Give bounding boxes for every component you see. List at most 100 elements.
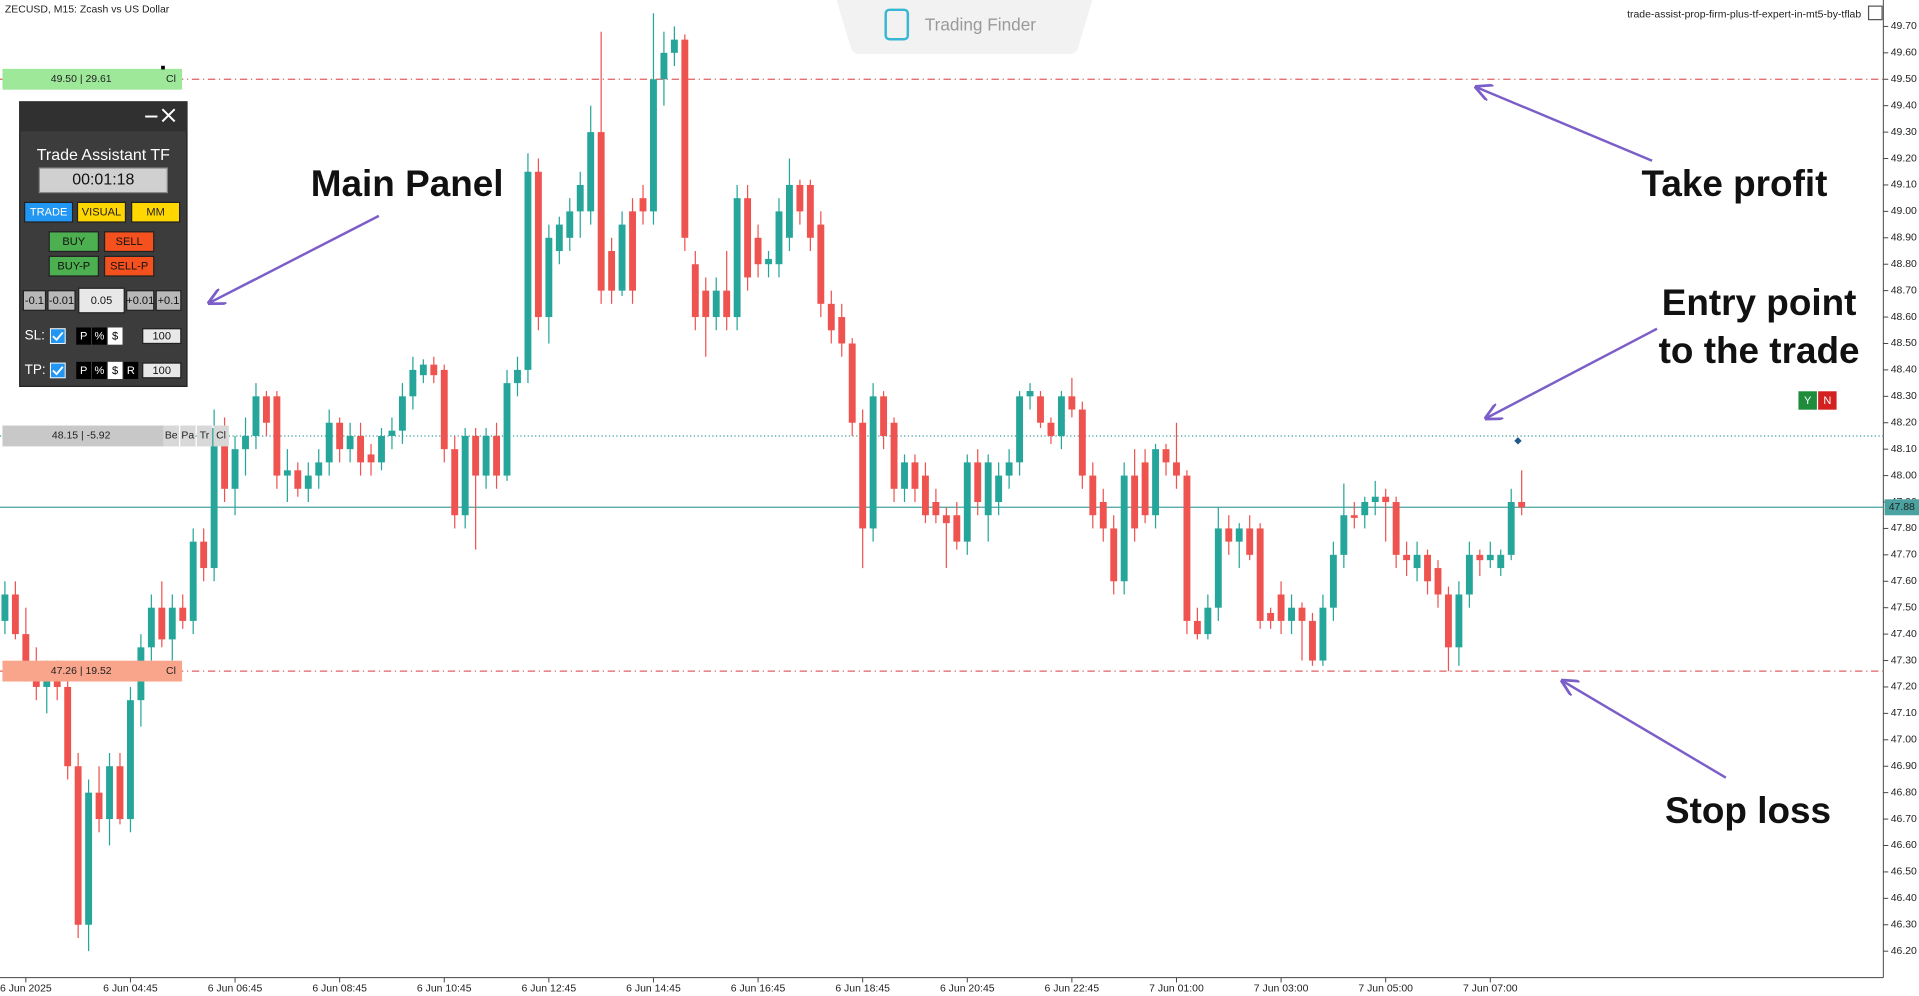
lot-step-button[interactable] bbox=[22, 290, 47, 311]
order-button[interactable] bbox=[48, 231, 100, 253]
order-button[interactable] bbox=[48, 255, 100, 277]
x-tick-label: 6 Jun 16:45 bbox=[731, 983, 786, 994]
candle-body bbox=[1350, 515, 1358, 518]
candle-body bbox=[806, 184, 814, 238]
order-button[interactable] bbox=[103, 231, 155, 253]
candle-body bbox=[1288, 607, 1295, 621]
entry-button[interactable] bbox=[213, 425, 229, 447]
candle-body bbox=[1047, 422, 1055, 436]
candle-body bbox=[963, 462, 971, 542]
unit-button[interactable] bbox=[107, 327, 123, 345]
mode-button[interactable] bbox=[131, 201, 181, 223]
candle-body bbox=[1037, 396, 1044, 423]
lot-input[interactable] bbox=[78, 287, 125, 314]
y-tick-label: 48.50 bbox=[1891, 338, 1917, 349]
y-tick-label: 48.10 bbox=[1891, 444, 1917, 455]
unit-button[interactable] bbox=[107, 361, 123, 380]
entry-button[interactable] bbox=[180, 425, 196, 447]
candle-body bbox=[723, 290, 731, 318]
candle-body bbox=[409, 369, 417, 397]
candle-body bbox=[357, 435, 365, 463]
x-tick-label: 6 Jun 14:45 bbox=[626, 983, 681, 994]
sl-checkbox[interactable] bbox=[49, 328, 66, 344]
candle-body bbox=[11, 594, 19, 635]
candle-body bbox=[252, 396, 260, 436]
candle-body bbox=[1382, 496, 1390, 503]
tp-amount: 100 bbox=[153, 365, 171, 377]
y-tick-label: 48.30 bbox=[1891, 391, 1917, 402]
candle-body bbox=[1183, 475, 1191, 621]
y-tick-label: 49.50 bbox=[1891, 74, 1917, 85]
x-tick-label: 7 Jun 05:00 bbox=[1358, 983, 1413, 994]
y-tick-label: 48.70 bbox=[1891, 285, 1917, 296]
candle-body bbox=[221, 428, 229, 489]
candle-body bbox=[911, 462, 919, 489]
tp-label: TP: bbox=[25, 362, 46, 377]
mode-button[interactable] bbox=[76, 201, 127, 223]
unit-button[interactable] bbox=[92, 327, 107, 345]
checkmark bbox=[52, 331, 64, 342]
unit-button[interactable] bbox=[76, 327, 92, 345]
unit-button[interactable] bbox=[92, 361, 107, 380]
candle-body bbox=[984, 462, 992, 516]
y-tick-label: 47.30 bbox=[1891, 655, 1917, 666]
x-tick-label: 6 Jun 20:45 bbox=[940, 983, 995, 994]
panel-title: Trade Assistant TF bbox=[37, 147, 170, 164]
close-icon[interactable] bbox=[161, 108, 176, 123]
candle-body bbox=[1371, 496, 1379, 503]
candle-body bbox=[618, 224, 626, 291]
order-button[interactable] bbox=[103, 255, 155, 277]
unit-button[interactable] bbox=[123, 361, 139, 380]
candle-body bbox=[1141, 462, 1149, 516]
candle-body bbox=[566, 211, 574, 238]
candle-body bbox=[1110, 528, 1118, 582]
candle-body bbox=[325, 422, 333, 463]
entry-button[interactable] bbox=[163, 425, 179, 447]
order-button-label: SELL bbox=[116, 236, 143, 248]
entry-marker bbox=[1514, 437, 1522, 445]
confirm-button[interactable] bbox=[1818, 391, 1837, 410]
confirm-button[interactable] bbox=[1798, 391, 1817, 410]
y-tick-label: 47.50 bbox=[1891, 602, 1917, 613]
candle-body bbox=[629, 211, 636, 291]
entry-button[interactable] bbox=[196, 425, 213, 447]
candle-body bbox=[1298, 607, 1306, 621]
candle-body bbox=[1445, 594, 1452, 648]
y-tick-label: 46.90 bbox=[1891, 761, 1917, 772]
sl-amount-box[interactable] bbox=[142, 328, 182, 345]
candle-body bbox=[660, 52, 668, 80]
lot-step-label: -0.1 bbox=[25, 295, 44, 307]
candle-body bbox=[74, 766, 82, 925]
unit-label: % bbox=[94, 365, 104, 377]
candle-body bbox=[1214, 528, 1222, 608]
candle-body bbox=[482, 435, 490, 476]
candle-body bbox=[1507, 502, 1515, 555]
y-tick-label: 48.40 bbox=[1891, 365, 1917, 376]
tp-amount-box[interactable] bbox=[142, 362, 182, 379]
tp-checkbox[interactable] bbox=[49, 362, 66, 379]
mode-button[interactable] bbox=[23, 201, 74, 223]
candle-body bbox=[932, 502, 940, 516]
y-tick-label: 46.60 bbox=[1891, 840, 1917, 851]
level-label-box bbox=[2, 660, 183, 682]
window-icon[interactable] bbox=[1867, 5, 1883, 21]
candle-body bbox=[1476, 554, 1484, 561]
y-tick-label: 49.70 bbox=[1891, 21, 1917, 32]
candle-body bbox=[346, 435, 354, 450]
entry-button-label: Tr bbox=[200, 431, 210, 442]
unit-button[interactable] bbox=[76, 361, 92, 380]
x-tick-label: 6 Jun 18:45 bbox=[835, 983, 890, 994]
lot-step-button[interactable] bbox=[47, 290, 76, 311]
lot-step-button[interactable] bbox=[126, 290, 155, 311]
lot-step-button[interactable] bbox=[155, 290, 182, 311]
annotation: to the trade bbox=[1659, 330, 1860, 371]
close-button: Cl bbox=[166, 74, 176, 85]
file-name: trade-assist-prop-firm-plus-tf-expert-in… bbox=[1627, 9, 1861, 20]
candle-body bbox=[503, 383, 511, 476]
candle-body bbox=[995, 475, 1003, 503]
candle-body bbox=[127, 700, 134, 820]
watermark-text: Trading Finder bbox=[925, 14, 1037, 34]
confirm-label: Y bbox=[1804, 395, 1812, 407]
candle-body bbox=[744, 198, 752, 278]
level-label-box bbox=[2, 425, 164, 447]
